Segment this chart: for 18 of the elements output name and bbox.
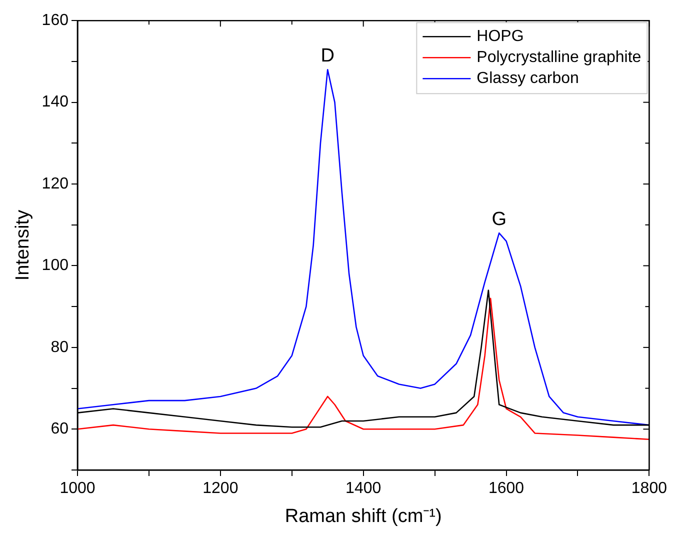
- legend-label: Glassy carbon: [476, 70, 579, 88]
- y-tick-label: 60: [50, 420, 69, 438]
- legend-label: HOPG: [476, 28, 524, 46]
- y-axis-title: Intensity: [12, 209, 34, 281]
- x-tick-label: 1400: [346, 480, 382, 498]
- x-axis-title: Raman shift (cm⁻¹): [284, 506, 442, 527]
- x-tick-label: 1600: [488, 480, 524, 498]
- y-tick-label: 80: [50, 338, 69, 356]
- legend-label: Polycrystalline graphite: [476, 49, 642, 66]
- x-tick-label: 1200: [202, 480, 238, 498]
- y-tick-label: 140: [42, 94, 69, 111]
- x-tick-label: 1800: [631, 480, 668, 498]
- y-tick-label: 100: [42, 257, 69, 274]
- annotation: G: [492, 208, 507, 230]
- y-tick-label: 160: [42, 12, 69, 30]
- annotation: D: [320, 45, 334, 66]
- x-tick-label: 1000: [60, 480, 96, 498]
- y-tick-label: 120: [42, 175, 69, 192]
